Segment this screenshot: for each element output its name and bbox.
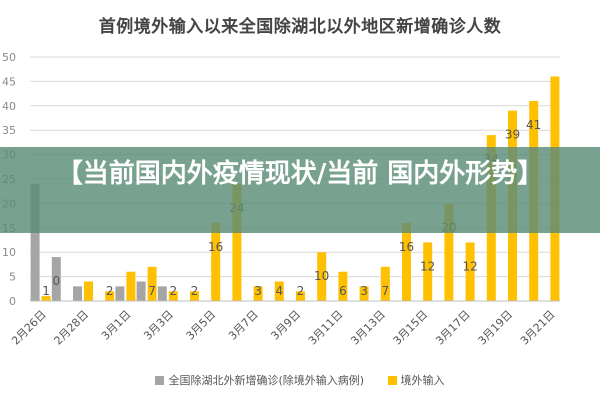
x-tick-label: 3月1日 bbox=[99, 308, 134, 343]
y-tick-label: 45 bbox=[2, 75, 16, 88]
data-label-imported: 2 bbox=[169, 284, 177, 298]
data-label-imported: 4 bbox=[275, 284, 283, 298]
y-tick-label: 0 bbox=[9, 295, 16, 308]
bar-imported bbox=[402, 222, 411, 301]
y-tick-label: 35 bbox=[2, 124, 16, 137]
bar-imported bbox=[253, 286, 263, 301]
x-tick-label: 3月5日 bbox=[184, 308, 219, 343]
legend-item-imported: 境外输入 bbox=[387, 372, 445, 388]
data-label-imported: 12 bbox=[420, 259, 435, 273]
bar-imported bbox=[211, 222, 221, 301]
x-tick-label: 3月17日 bbox=[433, 308, 473, 348]
chart-title: 首例境外输入以来全国除湖北以外地区新增确诊人数 bbox=[98, 17, 502, 37]
bar-imported bbox=[274, 281, 284, 301]
x-tick-label: 2月28日 bbox=[52, 308, 92, 348]
bar-imported bbox=[465, 242, 475, 301]
y-tick-label: 5 bbox=[9, 271, 16, 284]
y-tick-label: 40 bbox=[2, 100, 16, 113]
x-tick-label: 3月13日 bbox=[348, 308, 388, 348]
x-tick-label: 3月3日 bbox=[141, 308, 176, 343]
data-label-imported: 41 bbox=[526, 118, 541, 132]
data-label-imported: 6 bbox=[339, 284, 347, 298]
bar-imported bbox=[190, 291, 199, 301]
bar-imported bbox=[168, 291, 178, 301]
y-tick-label: 10 bbox=[2, 246, 16, 259]
data-label-imported: 16 bbox=[208, 240, 223, 254]
data-label-imported: 7 bbox=[148, 284, 156, 298]
legend-swatch-imported bbox=[387, 375, 397, 385]
bar-imported bbox=[126, 271, 136, 301]
x-tick-label: 3月15日 bbox=[391, 308, 431, 348]
x-tick-label: 3月21日 bbox=[518, 308, 558, 348]
data-label-imported: 3 bbox=[360, 284, 368, 298]
x-tick-label: 3月19日 bbox=[476, 308, 516, 348]
data-label-imported: 16 bbox=[399, 240, 414, 254]
x-tick-label: 3月11日 bbox=[306, 308, 346, 348]
y-tick-label: 50 bbox=[2, 51, 16, 64]
bar-imported bbox=[41, 296, 51, 301]
x-tick-label: 3月9日 bbox=[268, 308, 303, 343]
data-label-imported: 12 bbox=[462, 259, 477, 273]
data-label-imported: 2 bbox=[297, 284, 305, 298]
bar-domestic bbox=[51, 257, 61, 301]
bar-imported bbox=[317, 252, 327, 301]
data-label-imported: 7 bbox=[381, 284, 389, 298]
bar-imported bbox=[359, 286, 369, 301]
legend-label-imported: 境外输入 bbox=[400, 374, 445, 387]
data-label-imported: 2 bbox=[191, 284, 199, 298]
bar-imported bbox=[296, 291, 305, 301]
bar-imported bbox=[338, 271, 348, 301]
bar-imported bbox=[444, 203, 454, 301]
bar-imported bbox=[423, 242, 433, 301]
bar-domestic bbox=[73, 286, 82, 301]
x-tick-label: 2月26日 bbox=[9, 308, 49, 348]
overlay-banner bbox=[0, 147, 600, 233]
bar-domestic bbox=[30, 183, 40, 301]
bar-imported bbox=[147, 266, 157, 301]
bar-domestic bbox=[115, 286, 125, 301]
bar-domestic bbox=[136, 281, 146, 301]
data-label-domestic: 0 bbox=[52, 274, 60, 288]
bar-imported bbox=[232, 183, 242, 301]
data-label-imported: 10 bbox=[314, 269, 329, 283]
bar-imported bbox=[105, 291, 115, 301]
bar-imported bbox=[84, 281, 93, 301]
legend-swatch-domestic bbox=[155, 375, 165, 385]
legend-label-domestic: 全国除湖北外新增确诊(除境外输入病例) bbox=[168, 374, 365, 387]
data-label-imported: 3 bbox=[254, 284, 262, 298]
overlay-headline: 【当前国内外疫情现状/当前 国内外形势】 bbox=[56, 159, 544, 189]
bar-domestic bbox=[157, 286, 167, 301]
data-label-imported: 1 bbox=[42, 284, 50, 298]
chart-legend: 全国除湖北外新增确诊(除境外输入病例) 境外输入 bbox=[0, 372, 600, 388]
data-label-imported: 2 bbox=[106, 284, 114, 298]
legend-item-domestic: 全国除湖北外新增确诊(除境外输入病例) bbox=[155, 372, 364, 388]
bar-imported bbox=[380, 266, 390, 301]
x-tick-label: 3月7日 bbox=[226, 308, 261, 343]
data-label-imported: 39 bbox=[505, 128, 520, 142]
